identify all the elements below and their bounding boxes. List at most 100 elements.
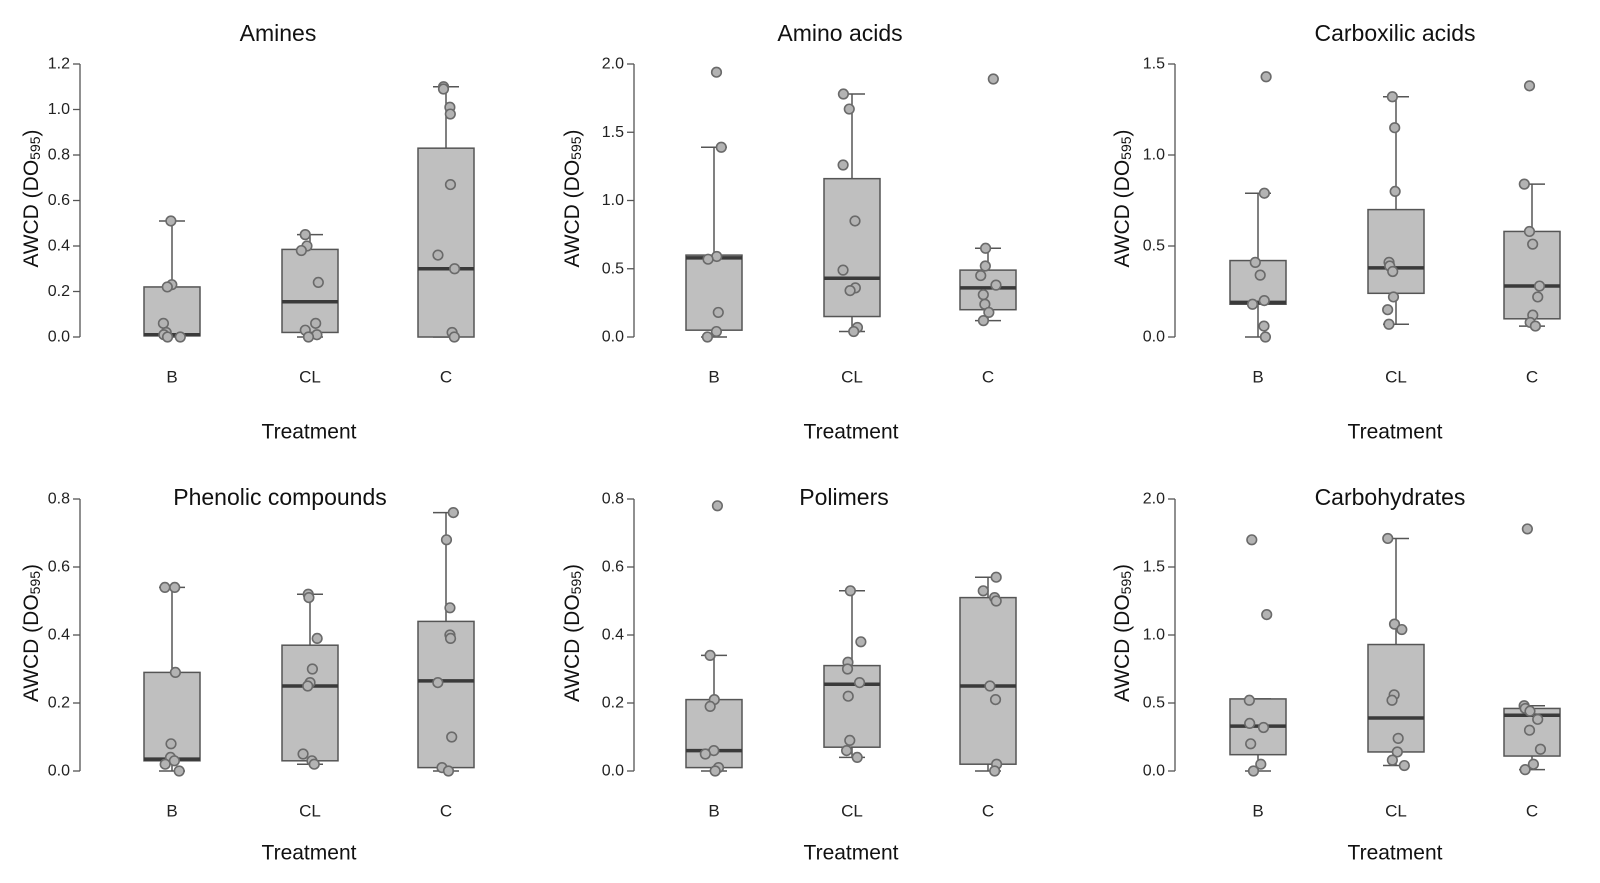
box-c [417,86,475,338]
data-point [306,663,318,675]
y-tick-label: 2.0 [1143,491,1165,508]
box-b [143,220,201,338]
data-point [1389,185,1401,197]
y-tick-label: 0.0 [602,329,624,346]
data-point [442,765,455,777]
box-cl [1367,537,1425,767]
y-axis-label-subscript: 595 [1118,136,1134,160]
data-point [444,108,456,120]
data-point [1386,694,1398,706]
data-point [848,325,860,338]
data-point [295,244,307,257]
y-tick-label: 0.2 [48,695,70,712]
data-point [837,88,850,100]
chart-title: Amino acids [777,20,902,46]
data-point [432,676,444,689]
data-point [1392,732,1404,744]
y-tick-label: 0.2 [48,283,70,300]
y-tick-label: 0.0 [602,763,624,780]
data-point [977,289,989,301]
data-point [699,748,711,760]
y-axis-label: AWCD (DO595) [561,129,584,267]
y-axis-label-close: ) [20,564,43,571]
y-axis-label-main: AWCD (DO [1111,160,1134,268]
box-b [143,586,201,772]
data-point [1534,743,1547,755]
data-point [1254,269,1266,281]
y-tick-label: 1.5 [602,124,624,141]
box-b [685,146,743,338]
data-point [710,66,723,78]
box-cl [281,593,339,765]
data-point [1244,717,1256,730]
y-tick-label: 1.5 [1143,559,1165,576]
data-point [1532,713,1544,725]
iqr-box [143,286,201,337]
data-point [161,331,174,343]
data-point [440,534,453,546]
x-axis-label: Treatment [804,421,899,444]
data-point [1258,187,1270,199]
data-point [837,264,849,276]
y-axis-label-subscript: 595 [27,136,43,160]
data-point [704,649,716,662]
data-point [168,755,180,767]
y-tick-label: 0.4 [48,238,70,255]
y-tick-label: 0.5 [1143,695,1165,712]
data-point [1386,91,1398,103]
data-point [711,500,724,512]
box-c [959,576,1017,772]
data-point [1518,178,1530,190]
y-tick-label: 0.4 [48,627,70,644]
data-point [1523,80,1536,92]
y-axis-label-main: AWCD (DO [561,594,584,702]
data-point [311,632,323,645]
y-tick-label: 1.0 [1143,147,1165,164]
data-point [1386,754,1398,766]
y-tick-label: 0.5 [1143,238,1165,255]
iqr-box [281,644,339,762]
y-tick-label: 0.4 [602,627,624,644]
data-point [1247,765,1260,777]
data-point [159,581,171,594]
data-point [841,663,854,675]
y-axis-label: AWCD (DO595) [1111,564,1134,702]
data-point [977,585,989,597]
data-point [990,279,1002,291]
x-axis-label: Treatment [262,421,357,444]
chart-title: Amines [240,20,317,46]
data-point [437,83,450,95]
data-point [1382,304,1394,316]
data-point [173,765,185,777]
data-point [709,765,721,777]
data-point [1398,759,1410,772]
y-axis-label-main: AWCD (DO [20,594,43,702]
y-tick-label: 0.0 [48,329,70,346]
y-tick-label: 0.6 [48,559,70,576]
data-point [989,765,1001,777]
data-point [853,676,866,689]
category-label: C [1526,802,1538,821]
y-axis-label-close: ) [1111,564,1134,571]
data-point [303,591,315,604]
data-point [989,693,1002,706]
data-point [1259,331,1272,343]
box-cl [823,93,881,333]
iqr-box [823,664,881,748]
data-point [701,331,714,343]
panel-phenolic-compounds: Phenolic compounds 0.0 0.2 0.4 0.6 0.8 AWCD (D… [20,484,475,865]
category-label: C [440,802,452,821]
y-axis-label-close: ) [20,129,43,136]
category-label: CL [841,802,863,821]
data-point [1391,746,1403,758]
data-point [1387,265,1399,278]
panel-polimers: Polimers 0.0 0.2 0.4 0.6 0.8 AWCD (DO595) B CL C T… [561,484,1017,865]
data-point [842,690,854,702]
panel-carbohydrates: Carbohydrates 0.0 0.5 1.0 1.5 2.0 AWCD (DO595)… [1111,484,1561,865]
data-point [1523,225,1536,238]
chart-title: Carboxilic acids [1314,20,1475,46]
y-axis-label-main: AWCD (DO [561,160,584,268]
data-point [165,738,177,750]
data-point [1255,758,1267,770]
x-axis-label: Treatment [262,842,357,865]
